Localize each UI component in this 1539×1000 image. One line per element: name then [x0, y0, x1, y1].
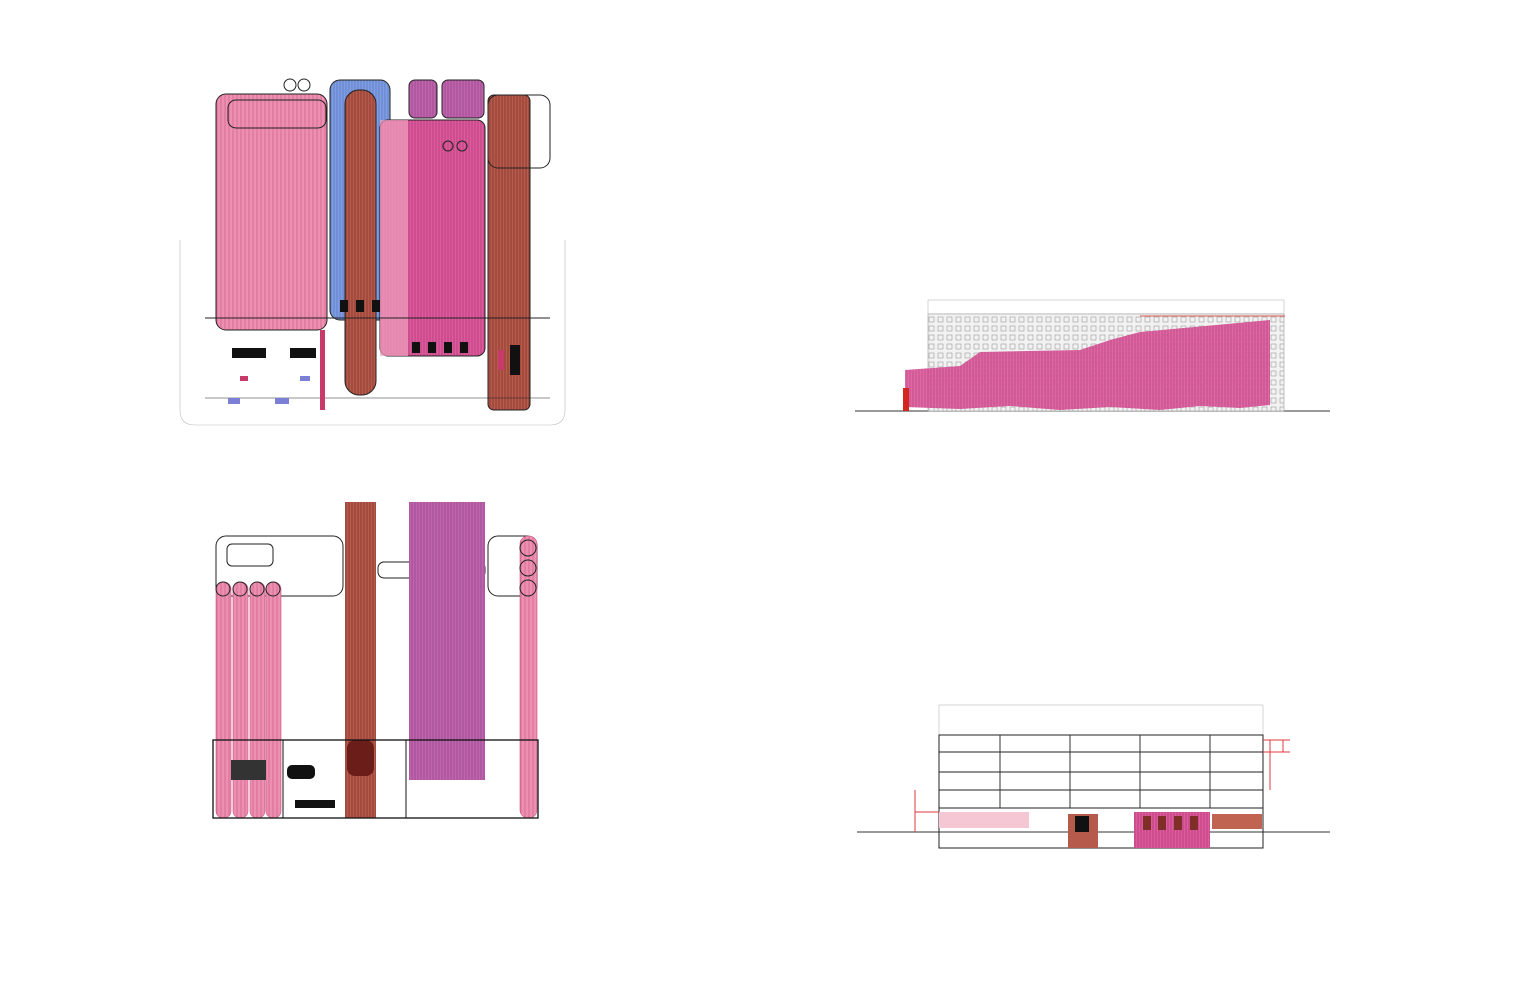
drawing-rect [340, 300, 348, 312]
drawing-g [939, 751, 1263, 809]
drawing-rect [227, 99, 327, 129]
drawing-rect [240, 376, 248, 381]
drawing-path [179, 240, 566, 426]
drawing-rect [347, 740, 374, 776]
drawing-rect [498, 350, 504, 370]
drawing-rect [1158, 816, 1166, 830]
drawing-rect [441, 79, 485, 119]
drawing-rect [275, 398, 289, 404]
drawing-g [232, 300, 520, 375]
drawing-rect [927, 299, 1285, 315]
drawing-rect [215, 93, 328, 331]
drawing-circle [265, 581, 281, 597]
drawing-rect [232, 581, 249, 819]
drawing-circle [456, 140, 468, 152]
drawing-circle [249, 581, 265, 597]
drawing-circle [442, 140, 454, 152]
drawing-rect [231, 760, 266, 780]
drawing-rect [320, 330, 325, 410]
drawing-g [228, 376, 310, 404]
drawing-rect [444, 342, 452, 353]
drawing-rect [249, 581, 266, 819]
drawing-rect [487, 94, 531, 411]
drawing-rect [290, 348, 316, 358]
drawing-rect [412, 342, 420, 353]
drawing-rect [215, 581, 232, 819]
drawing-circle [297, 78, 311, 92]
drawing-rect [228, 398, 240, 404]
drawing-rect [212, 739, 539, 819]
drawing-rect [232, 348, 266, 358]
drawing-rect [409, 502, 485, 780]
drawing-rect [300, 376, 310, 381]
drawing-rect [226, 543, 274, 567]
drawing-rect [1143, 816, 1151, 830]
drawing-circle [215, 581, 231, 597]
drawing-rect [519, 535, 538, 819]
drawing-rect [287, 765, 315, 779]
drawing-circle [519, 579, 537, 597]
street-elevation [855, 299, 1330, 412]
drawing-circle [232, 581, 248, 597]
drawing-rect [1212, 814, 1262, 829]
drawing-rect [903, 388, 909, 411]
upper-floor-plan [212, 502, 539, 819]
drawing-rect [356, 300, 364, 312]
drawing-rect [487, 94, 551, 169]
drawing-rect [380, 120, 408, 356]
drawing-g [215, 539, 537, 597]
drawing-g [215, 535, 538, 819]
ground-plan-upper [179, 78, 566, 426]
drawing-path [914, 739, 1290, 832]
drawing-path [905, 320, 1270, 410]
drawing-rect [939, 812, 1029, 828]
drawing-g [1143, 816, 1198, 830]
drawing-rect [1190, 816, 1198, 830]
drawing-rect [344, 89, 377, 396]
drawing-rect [408, 79, 438, 119]
drawing-rect [265, 581, 282, 819]
drawing-g [999, 735, 1211, 808]
drawing-circle [519, 539, 537, 557]
drawing-rect [938, 734, 1264, 849]
drawing-rect [460, 342, 468, 353]
drawing-circle [283, 78, 297, 92]
drawing-rect [938, 704, 1264, 736]
drawing-circle [519, 559, 537, 577]
drawing-g [914, 739, 1290, 832]
drawing-g [240, 330, 504, 410]
drawing-rect [428, 342, 436, 353]
drawing-rect [1174, 816, 1182, 830]
drawing-rect [510, 345, 520, 375]
drawing-rect [295, 800, 335, 808]
drawing-rect [1075, 816, 1089, 832]
drawing-rect [372, 300, 380, 312]
building-section [857, 704, 1330, 849]
